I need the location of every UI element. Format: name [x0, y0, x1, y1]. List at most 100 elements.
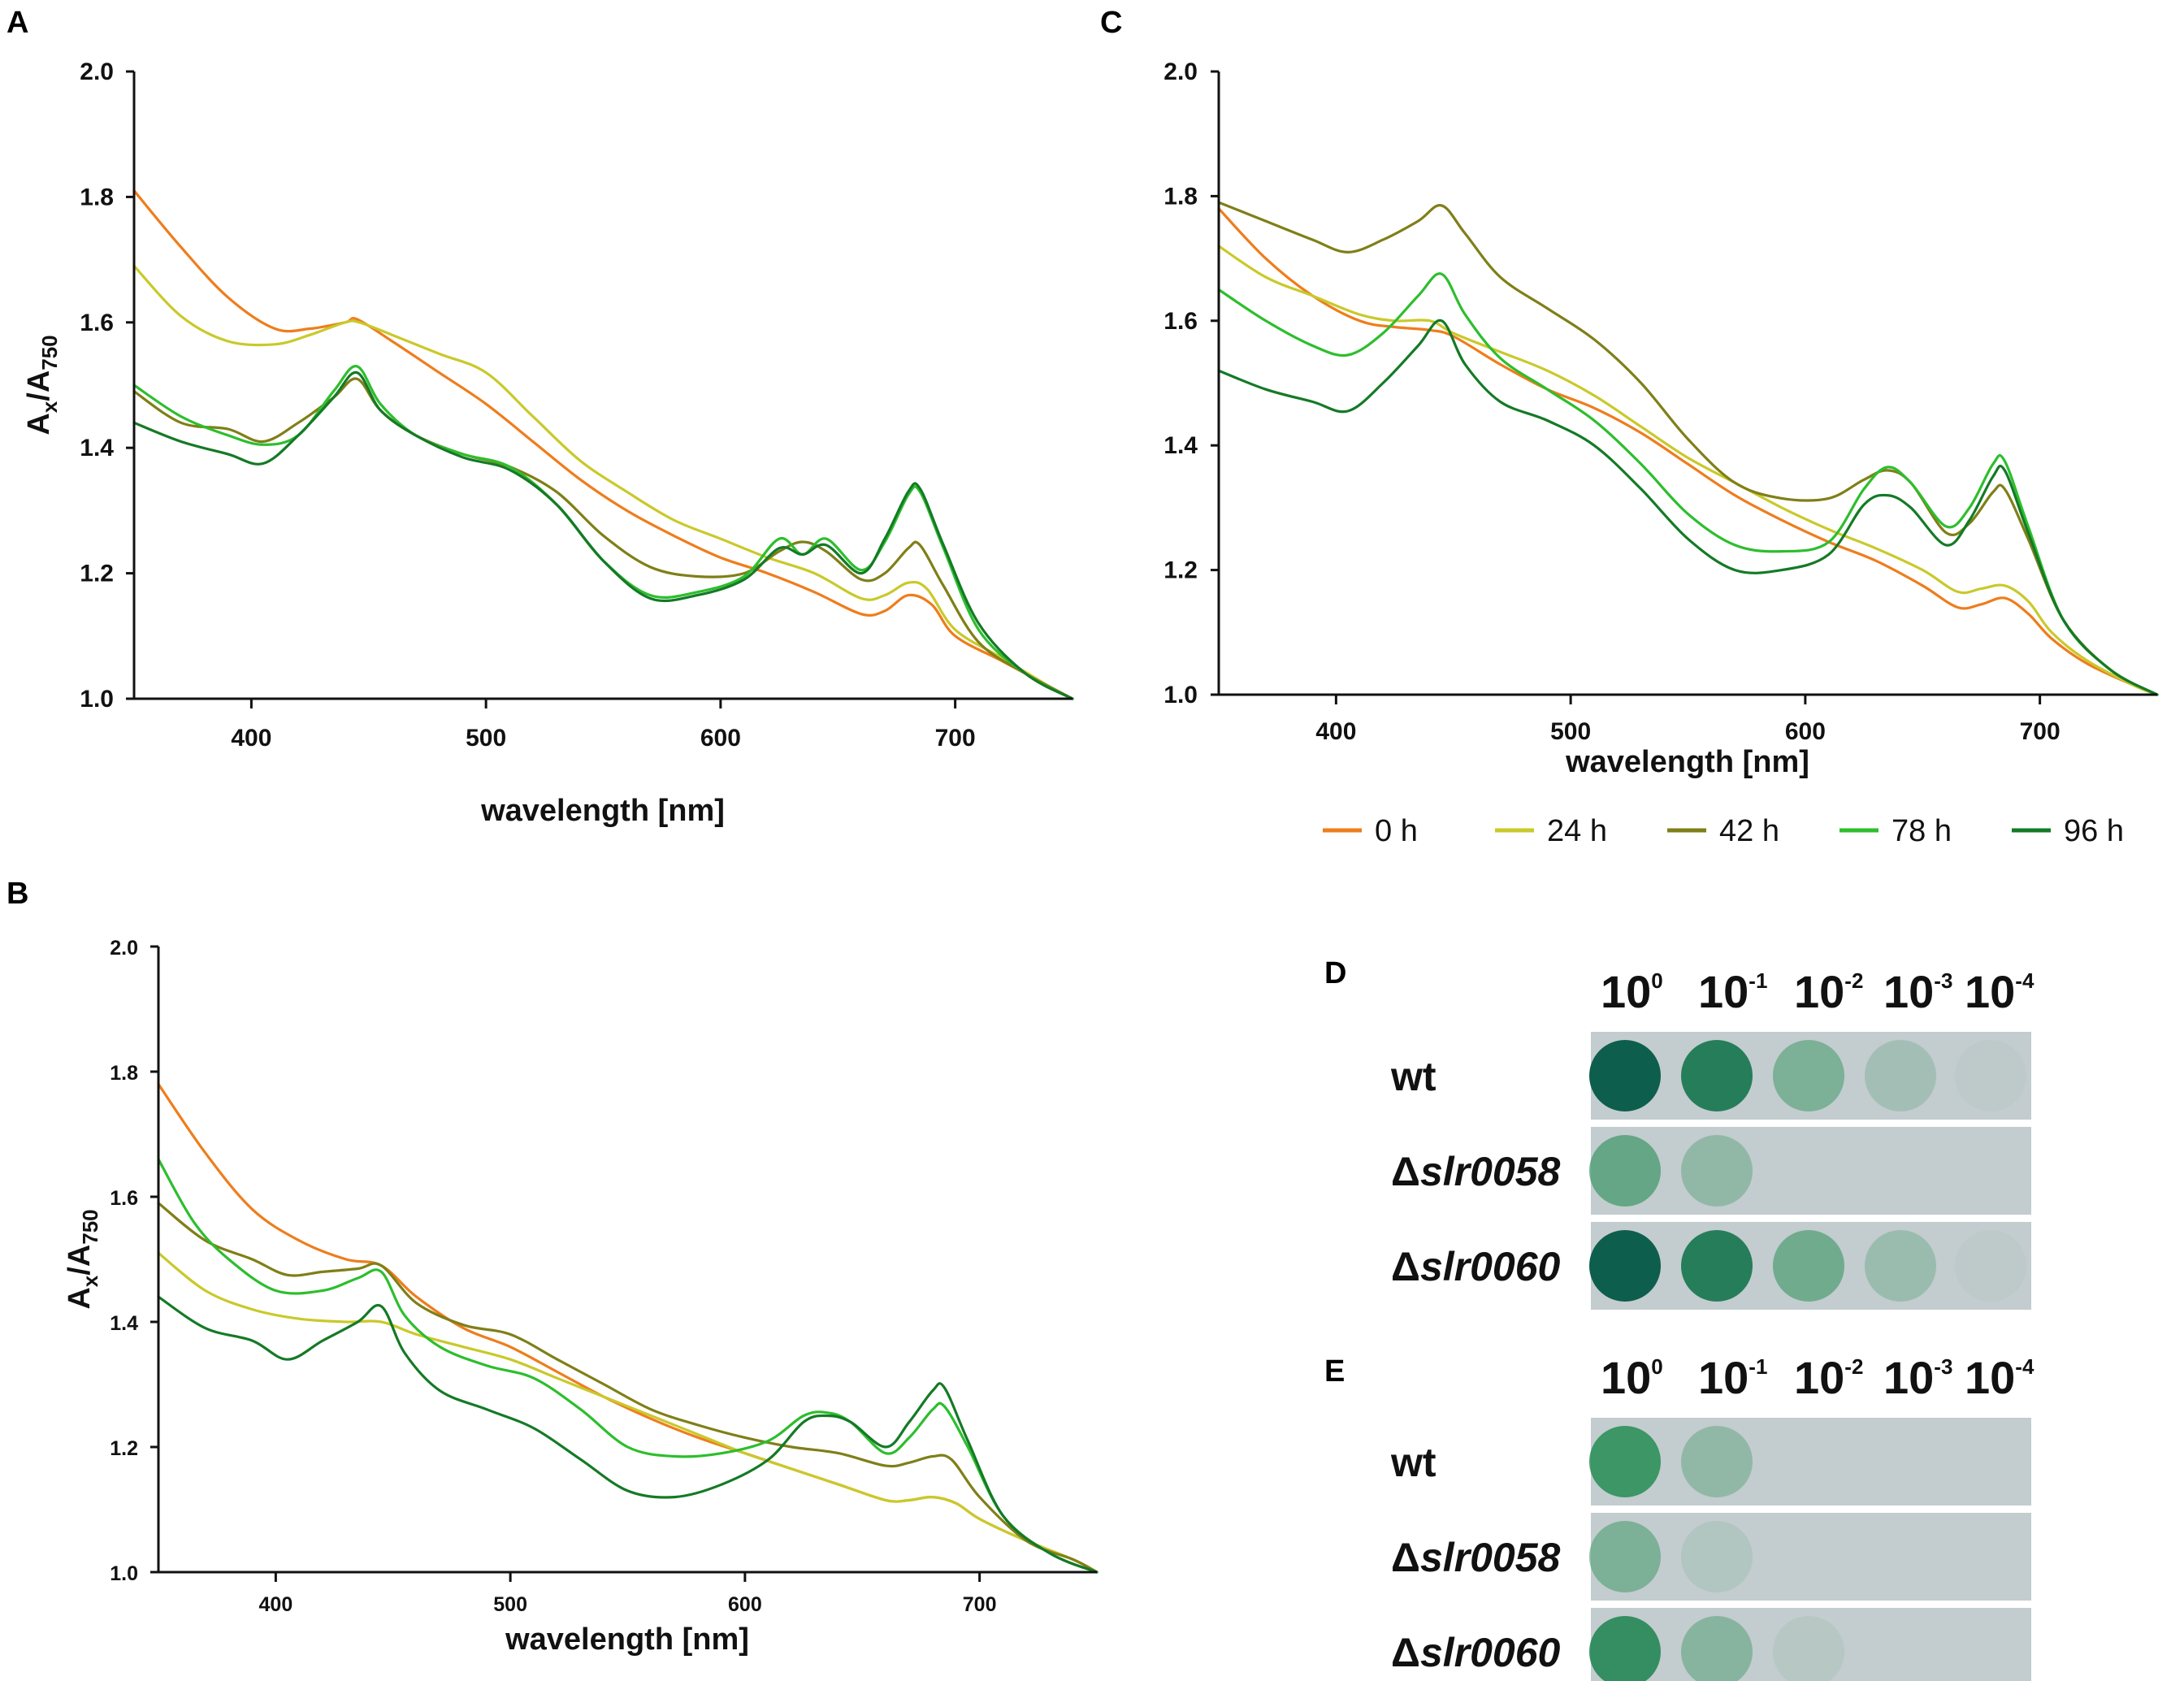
chart-a-y-label-main: A	[22, 413, 56, 435]
assay-d-plate-row-1	[1591, 1127, 2031, 1215]
panel-label-d: D	[1324, 956, 1346, 990]
assay-d-spot-r0-c4	[1955, 1040, 2026, 1111]
assay-d-spot-r1-c0	[1589, 1135, 1661, 1207]
legend-label-96-h: 96 h	[2064, 814, 2124, 848]
assay-d-spot-r2-c2	[1773, 1230, 1844, 1302]
chart-a: 1.0 1.2 1.4 1.6 1.8 2.0 400 500 600 700 wavelengt…	[22, 58, 1074, 828]
assay-d-dilution-exp-4: -4	[2015, 968, 2034, 993]
chart-b-y-label: Ax/A750	[63, 1209, 102, 1309]
assay-d-strain-name-0: wt	[1390, 1054, 1436, 1099]
assay-e-plate-row-2	[1591, 1608, 2031, 1681]
chart-c-series-78-h	[1217, 272, 2159, 696]
chart-b-series-24-h	[157, 1251, 1098, 1574]
chart-c-ticks: 1.0 1.2 1.4 1.6 1.8 2.0 400 500 600 700	[1164, 58, 2060, 745]
chart-c-series-42-h	[1217, 201, 2159, 696]
assay-e-dilution-exp-3: -3	[1934, 1354, 1952, 1379]
chart-c-series	[1217, 201, 2159, 696]
chart-a-y-label: Ax/A750	[22, 335, 62, 435]
panel-label-c: C	[1100, 6, 1122, 40]
assay-e-strain-name-2: slr0060	[1420, 1630, 1561, 1675]
assay-e-dilution-exp-2: -2	[1844, 1354, 1863, 1379]
assay-e-strain-prefix-1: Δ	[1391, 1535, 1420, 1580]
assay-e-spot-r0-c1	[1681, 1426, 1753, 1497]
assay-e-dilution-exp-4: -4	[2015, 1354, 2034, 1379]
chart-c-ytick-label-4: 1.8	[1164, 183, 1198, 210]
chart-a-ytick-label-3: 1.6	[80, 310, 114, 336]
chart-b-ticks: 1.0 1.2 1.4 1.6 1.8 2.0 400 500 600 700	[110, 937, 996, 1616]
assay-e-spot-r2-c1	[1681, 1616, 1753, 1681]
assay-e-dilution-exp-1: -1	[1748, 1354, 1767, 1379]
assay-e-spot-r0-c0	[1589, 1426, 1661, 1497]
assay-d-dilution-exp-3: -3	[1934, 968, 1952, 993]
chart-b-y-label-main: A	[63, 1287, 97, 1309]
assay-e-plate-row-0	[1591, 1418, 2031, 1506]
chart-a-y-label-mid: /A	[22, 370, 56, 401]
chart-a-ticks: 1.0 1.2 1.4 1.6 1.8 2.0 400 500 600 700	[80, 58, 975, 752]
assay-d-spot-r2-c4	[1955, 1230, 2026, 1302]
chart-c-series-96-h	[1217, 318, 2159, 696]
chart-b-ytick-label-1: 1.2	[110, 1437, 138, 1460]
assay-d-spot-r0-c2	[1773, 1040, 1844, 1111]
chart-c: 1.0 1.2 1.4 1.6 1.8 2.0 400 500 600 700 wavelengt…	[1164, 58, 2159, 779]
chart-b-ytick-label-0: 1.0	[110, 1562, 138, 1585]
panel-label-b: B	[6, 877, 28, 911]
chart-c-xtick-label-1: 500	[1550, 718, 1591, 745]
chart-b-y-label-mid: /A	[63, 1245, 97, 1276]
chart-a-xtick-label-0: 400	[231, 725, 271, 752]
legend-label-78-h: 78 h	[1892, 814, 1952, 848]
chart-a-y-label-sub1: x	[37, 401, 62, 413]
assay-d-strain-0: wt	[1390, 1054, 1436, 1099]
chart-b-xtick-label-3: 700	[963, 1593, 997, 1616]
chart-a-ytick-label-0: 1.0	[80, 686, 114, 713]
chart-a-xtick-label-3: 700	[935, 725, 976, 752]
chart-b-ytick-label-5: 2.0	[110, 937, 138, 960]
assay-d-strain-prefix-1: Δ	[1391, 1149, 1420, 1194]
chart-a-series-42-h	[132, 377, 1074, 700]
chart-b-x-label: wavelength [nm]	[505, 1623, 749, 1657]
assay-d-spot-r0-c3	[1865, 1040, 1936, 1111]
assay-e-strain-name-0: wt	[1390, 1440, 1436, 1485]
chart-b-ytick-label-2: 1.4	[110, 1312, 138, 1335]
chart-b-ytick-label-4: 1.8	[110, 1062, 138, 1085]
chart-c-ytick-label-2: 1.4	[1164, 432, 1198, 459]
assay-d-strain-2: Δslr0060	[1391, 1244, 1561, 1289]
assay-d-spot-r1-c1	[1681, 1135, 1753, 1207]
assay-d-strain-1: Δslr0058	[1391, 1149, 1561, 1194]
chart-a-xtick-label-1: 500	[466, 725, 506, 752]
assay-d-dilution-exp-2: -2	[1844, 968, 1863, 993]
chart-a-ytick-label-5: 2.0	[80, 58, 114, 85]
assay-d-spot-r0-c1	[1681, 1040, 1753, 1111]
assay-e-spot-r2-c2	[1773, 1616, 1844, 1681]
chart-a-xtick-label-2: 600	[700, 725, 741, 752]
legend-label-42-h: 42 h	[1719, 814, 1779, 848]
chart-a-ytick-label-1: 1.2	[80, 561, 114, 587]
chart-b-xtick-label-0: 400	[259, 1593, 293, 1616]
assay-e-spot-r1-c1	[1681, 1521, 1753, 1592]
chart-b-series-78-h	[157, 1158, 1098, 1574]
chart-a-series	[132, 189, 1074, 700]
assay-d-strain-name-2: slr0060	[1420, 1244, 1561, 1289]
assay-d-spot-r2-c0	[1589, 1230, 1661, 1302]
chart-b-ytick-label-3: 1.6	[110, 1187, 138, 1210]
panel-label-a: A	[6, 6, 28, 40]
assay-e-plate-row-1	[1591, 1513, 2031, 1601]
chart-a-series-24-h	[132, 264, 1074, 700]
chart-b-y-label-sub2: 750	[78, 1209, 102, 1244]
chart-a-y-label-sub2: 750	[37, 335, 62, 370]
chart-a-series-96-h	[132, 370, 1074, 700]
assay-d-strain-prefix-2: Δ	[1391, 1244, 1420, 1289]
chart-b-series	[157, 1082, 1098, 1574]
chart-c-xtick-label-0: 400	[1315, 718, 1356, 745]
chart-b-xtick-label-1: 500	[493, 1593, 527, 1616]
assay-e-strain-0: wt	[1390, 1440, 1436, 1485]
chart-a-ytick-label-4: 1.8	[80, 184, 114, 210]
legend-label-0-h: 0 h	[1375, 814, 1418, 848]
legend: 0 h 24 h 42 h 78 h 96 h	[1323, 814, 2124, 848]
assay-e-strain-name-1: slr0058	[1420, 1535, 1561, 1580]
assay-d-spot-r0-c0	[1589, 1040, 1661, 1111]
assay-e-strain-prefix-2: Δ	[1391, 1630, 1420, 1675]
chart-c-ytick-label-5: 2.0	[1164, 58, 1198, 85]
